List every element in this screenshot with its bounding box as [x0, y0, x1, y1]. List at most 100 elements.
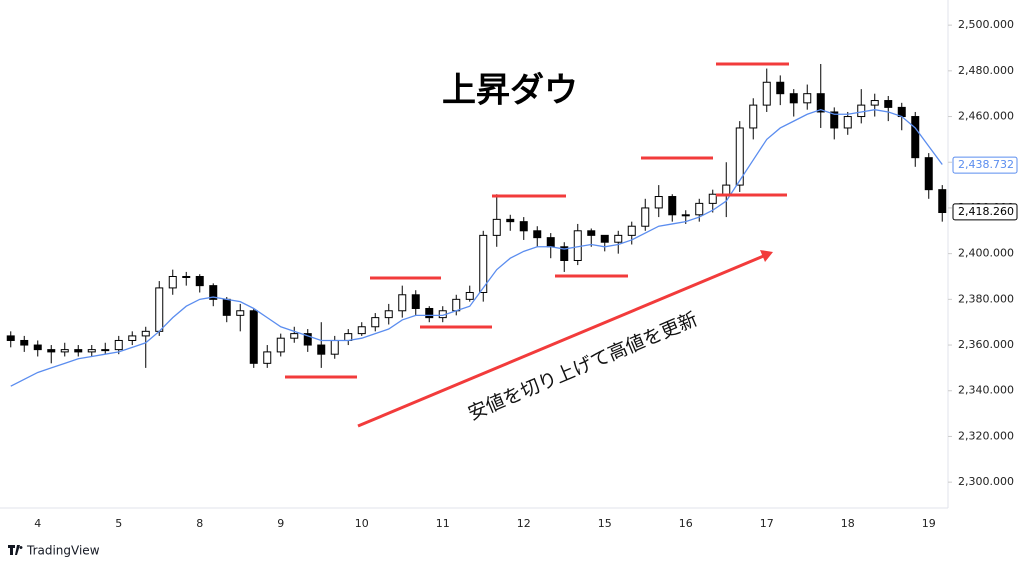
candle-body	[668, 196, 677, 216]
x-tick-label: 15	[598, 517, 612, 530]
x-tick-label: 16	[679, 517, 693, 530]
candle-body	[209, 285, 218, 300]
candle-body	[762, 81, 771, 106]
trend-arrow	[357, 253, 767, 428]
candle-body	[6, 335, 15, 341]
candle-body	[47, 349, 56, 353]
candle-body	[573, 230, 582, 261]
candle-body	[60, 349, 69, 353]
candle-body	[560, 246, 569, 261]
y-tick-label: 2,480.000	[958, 64, 1014, 77]
candle-body	[722, 184, 731, 195]
y-tick-label: 2,500.000	[958, 18, 1014, 31]
plot-area	[6, 63, 947, 387]
candle-body	[627, 225, 636, 236]
candle-body	[749, 104, 758, 129]
candle-body	[816, 93, 825, 113]
candle-body	[357, 326, 366, 335]
candle-body	[465, 291, 474, 300]
candle-body	[182, 275, 191, 278]
candle-body	[74, 349, 83, 353]
candle-body	[195, 275, 204, 287]
moving-average	[10, 108, 943, 387]
x-tick-label: 4	[34, 517, 41, 530]
candle-body	[843, 116, 852, 129]
candle-body	[519, 221, 528, 232]
candle-body	[600, 234, 609, 243]
x-tick-label: 17	[760, 517, 774, 530]
candle-body	[924, 157, 933, 191]
y-tick-label: 2,300.000	[958, 475, 1014, 488]
candle-body	[506, 218, 515, 223]
arrow-head	[760, 250, 773, 262]
candle-body	[830, 111, 839, 129]
x-tick-label: 11	[436, 517, 450, 530]
candle-body	[479, 234, 488, 293]
candle-body	[654, 196, 663, 209]
candle-body	[101, 349, 110, 352]
x-tick-label: 12	[517, 517, 531, 530]
y-tick-label: 2,360.000	[958, 338, 1014, 351]
x-tick-label: 18	[841, 517, 855, 530]
candle-body	[317, 344, 326, 355]
candle-body	[155, 287, 164, 332]
candle-body	[533, 230, 542, 239]
candle-body	[870, 100, 879, 106]
candle-body	[708, 193, 717, 204]
candle-body	[587, 230, 596, 236]
price-label: 2,438.732	[958, 158, 1014, 171]
candle-body	[290, 333, 299, 339]
candle-body	[857, 104, 866, 118]
candle-body	[128, 335, 137, 341]
candle-body	[884, 100, 893, 108]
candle-body	[303, 333, 312, 346]
chart-title: 上昇ダウ	[442, 71, 578, 111]
candle-body	[695, 202, 704, 216]
candle-body	[776, 81, 785, 95]
candle-body	[938, 189, 947, 214]
candle-body	[384, 310, 393, 319]
x-tick-label: 5	[115, 517, 122, 530]
price-label: 2,418.260	[958, 205, 1014, 218]
x-tick-label: 9	[277, 517, 284, 530]
candle-body	[87, 349, 96, 353]
candle-body	[249, 310, 258, 364]
brand: TradingView	[26, 544, 100, 558]
price-label-box	[952, 156, 1018, 174]
y-tick-label: 2,400.000	[958, 247, 1014, 260]
candle-body	[276, 337, 285, 353]
candle-body	[236, 310, 245, 316]
y-tick-label: 2,460.000	[958, 110, 1014, 123]
candle-body	[398, 294, 407, 312]
candle-body	[681, 214, 690, 217]
candle-body	[425, 307, 434, 319]
candle-body	[168, 275, 177, 289]
candle-body	[20, 339, 29, 346]
candle-body	[141, 330, 150, 337]
level-lines	[285, 62, 789, 379]
brand-logo: TradingView	[8, 544, 100, 558]
candle-body	[411, 294, 420, 309]
y-tick-label: 2,320.000	[958, 429, 1014, 442]
candle-body	[263, 351, 272, 364]
candle-body	[114, 339, 123, 351]
candle-body	[452, 298, 461, 312]
x-tick-label: 10	[355, 517, 369, 530]
candle-body	[641, 207, 650, 227]
candle-body	[789, 93, 798, 104]
y-tick-label: 2,340.000	[958, 384, 1014, 397]
candle-body	[222, 298, 231, 316]
candle-body	[330, 339, 339, 355]
price-label-box	[952, 203, 1018, 221]
candle-body	[371, 317, 380, 328]
candle-body	[911, 116, 920, 159]
candle-body	[33, 344, 42, 351]
candle-body	[735, 127, 744, 186]
x-tick-label: 8	[196, 517, 203, 530]
candle-body	[546, 237, 555, 248]
candle-body	[803, 93, 812, 104]
candle-body	[614, 234, 623, 243]
candle-body	[492, 218, 501, 236]
x-tick-label: 19	[922, 517, 936, 530]
